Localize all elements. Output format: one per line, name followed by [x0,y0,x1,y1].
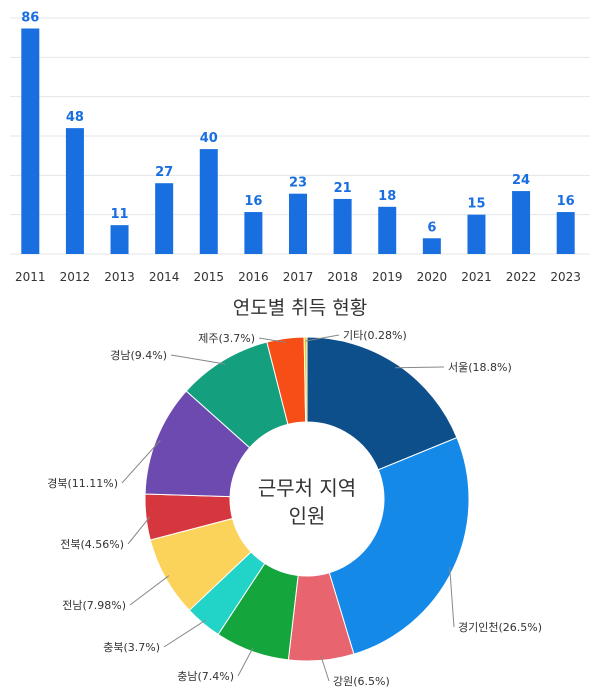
bar-2022 [512,191,531,254]
center-label: 근무처 지역 [258,476,356,500]
center-label: 인원 [289,504,326,528]
bar-value-label: 16 [557,194,575,209]
x-tick-label: 2012 [60,270,91,284]
bar-value-label: 24 [512,173,530,188]
slice-label: 제주(3.7%) [198,332,255,345]
x-tick-label: 2019 [372,270,403,284]
bar-2019 [378,206,397,254]
bar-2018 [333,198,352,254]
leader-line [320,656,330,682]
slice-label: 전남(7.98%) [62,599,126,612]
bar-2012 [65,128,84,254]
x-tick-label: 2015 [193,270,224,284]
bar-value-label: 15 [467,197,485,212]
bar-value-label: 16 [244,194,262,209]
donut-chart: 서울(18.8%) 경기인천(26.5%) 강원(6.5%) 충남(7.4%) 충북(3… [47,329,542,688]
leader-line [258,337,286,343]
leader-line [449,566,455,628]
slice-label: 충남(7.4%) [177,670,234,683]
bar-value-label: 86 [21,10,39,25]
x-tick-label: 2018 [327,270,358,284]
x-tick-label: 2021 [461,270,492,284]
slice-label: 경기인천(26.5%) [458,620,542,634]
leader-line [237,647,254,677]
x-tick-label: 2014 [149,270,180,284]
x-tick-label: 2023 [550,270,581,284]
leader-line [395,366,445,369]
leader-line [127,516,151,545]
bar-2021 [467,214,486,254]
bar-value-label: 40 [200,131,218,146]
leader-line [121,440,161,484]
bar-2016 [244,212,263,254]
bar-2017 [289,193,307,254]
slice-label: 경북(11.11%) [47,477,118,490]
bar-value-label: 23 [289,176,307,191]
slice-label: 서울(18.8%) [448,361,512,374]
slice-label: 경남(9.4%) [110,349,167,362]
bar-2015 [199,149,218,254]
x-tick-label: 2020 [417,270,448,284]
bar-value-label: 6 [427,220,436,235]
slice-label: 전북(4.56%) [60,538,124,551]
x-tick-label: 2017 [283,270,314,284]
bar-value-label: 18 [378,189,396,204]
slice-1 [328,436,470,655]
leader-line [170,354,226,365]
bar-2011 [21,28,40,254]
slice-label: 기타(0.28%) [343,329,407,342]
x-tick-label: 2013 [104,270,135,284]
x-tick-label: 2022 [506,270,537,284]
bar-2014 [155,183,174,254]
bar-chart: 86 2011 48 2012 11 2013 27 2014 40 2015 16 2016 23 20… [10,10,590,284]
bar-value-label: 11 [110,207,128,222]
bar-value-label: 27 [155,165,173,180]
slice-label: 강원(6.5%) [333,675,390,688]
x-tick-label: 2016 [238,270,269,284]
leader-line [163,619,206,648]
bar-2020 [422,238,441,254]
slice-label: 충북(3.7%) [103,641,160,654]
slice-0 [306,336,458,471]
bar-value-label: 48 [66,110,84,125]
bar-2013 [110,225,129,254]
leader-line [305,334,340,342]
slice-10 [303,336,308,423]
bar-2023 [556,212,575,254]
x-tick-label: 2011 [15,270,46,284]
donut-title: 연도별 취득 현황 [232,297,368,319]
bar-value-label: 21 [334,181,352,196]
leader-line [129,575,170,606]
